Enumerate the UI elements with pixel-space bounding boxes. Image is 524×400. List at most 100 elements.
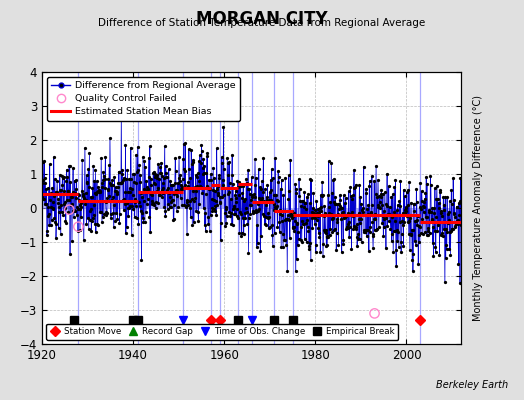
Point [167, 204, 175, 210]
Point [294, 236, 303, 242]
Point [98, 180, 106, 186]
Point [378, 213, 387, 219]
Point [55, 209, 63, 215]
Point [200, 162, 209, 169]
Point [417, 206, 425, 212]
Point [429, 253, 438, 260]
Point [74, 191, 83, 198]
Point [416, 223, 424, 230]
Point [162, 170, 170, 176]
Point [302, 239, 311, 246]
Point [140, 185, 148, 192]
Point [328, 190, 336, 196]
Point [101, 176, 109, 182]
Point [195, 201, 204, 207]
Point [288, 208, 296, 214]
Point [178, 184, 186, 190]
Point [92, 191, 101, 197]
Point [407, 231, 415, 238]
Point [393, 227, 401, 234]
Point [359, 229, 368, 235]
Point [266, 224, 275, 231]
Point [319, 192, 327, 198]
Point [260, 221, 269, 228]
Point [222, 206, 230, 212]
Point [273, 224, 281, 230]
Point [446, 229, 454, 236]
Point [258, 195, 266, 202]
Point [67, 194, 75, 200]
Point [66, 251, 74, 257]
Point [82, 197, 90, 203]
Point [373, 226, 381, 232]
Point [161, 208, 169, 214]
Point [246, 190, 254, 197]
Point [253, 244, 261, 250]
Point [262, 202, 270, 208]
Point [196, 160, 205, 166]
Point [235, 230, 244, 236]
Point [166, 194, 174, 200]
Point [117, 179, 126, 185]
Point [86, 208, 94, 214]
Point [298, 238, 306, 245]
Point [371, 211, 379, 217]
Point [438, 230, 446, 236]
Point [88, 185, 96, 192]
Point [167, 198, 175, 205]
Point [311, 214, 319, 221]
Point [209, 165, 217, 172]
Point [273, 202, 281, 209]
Point [380, 215, 389, 222]
Point [371, 216, 379, 222]
Point [85, 150, 94, 156]
Point [205, 176, 213, 183]
Point [420, 199, 428, 205]
Point [354, 236, 362, 242]
Point [267, 176, 275, 183]
Point [299, 203, 308, 210]
Point [263, 194, 271, 200]
Point [302, 219, 310, 226]
Point [173, 192, 182, 199]
Point [271, 204, 280, 210]
Point [121, 189, 129, 195]
Point [62, 166, 71, 173]
Point [370, 226, 379, 233]
Point [405, 179, 413, 186]
Point [430, 204, 439, 211]
Point [64, 209, 72, 216]
Point [124, 213, 132, 219]
Point [327, 160, 335, 166]
Point [315, 209, 323, 216]
Point [400, 193, 409, 200]
Point [296, 186, 304, 192]
Point [109, 210, 117, 216]
Point [122, 176, 130, 182]
Point [376, 198, 384, 205]
Point [150, 168, 158, 175]
Point [251, 156, 259, 162]
Point [128, 185, 136, 192]
Point [182, 203, 190, 209]
Point [127, 144, 135, 151]
Point [114, 184, 122, 190]
Point [244, 167, 252, 174]
Point [346, 210, 355, 217]
Point [80, 195, 89, 202]
Point [429, 223, 437, 230]
Point [383, 202, 391, 209]
Point [213, 202, 222, 208]
Point [227, 210, 235, 216]
Point [212, 212, 221, 218]
Point [133, 169, 141, 176]
Point [110, 202, 118, 208]
Point [117, 110, 125, 116]
Point [134, 144, 142, 150]
Point [350, 222, 358, 229]
Point [125, 205, 134, 212]
Point [333, 216, 342, 222]
Point [135, 199, 143, 205]
Point [348, 192, 357, 199]
Point [357, 216, 365, 222]
